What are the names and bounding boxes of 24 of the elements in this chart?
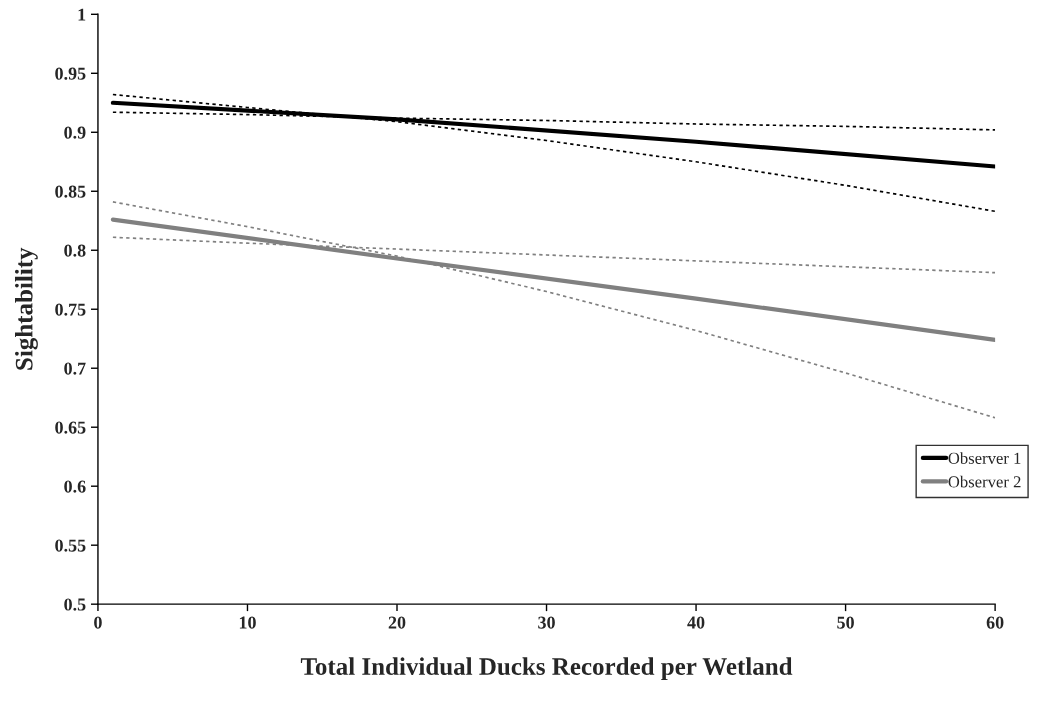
x-tick-label: 40 — [687, 616, 705, 629]
y-tick-label: 0.6 — [64, 480, 86, 493]
y-tick-label: 0.65 — [55, 421, 86, 434]
y-tick-label: 0.5 — [64, 598, 86, 611]
y-tick-label: 0.95 — [55, 67, 86, 80]
legend-label: Observer 2 — [948, 475, 1021, 488]
line-series — [112, 201, 996, 419]
x-tick-label: 10 — [239, 616, 256, 629]
x-tick-label: 50 — [837, 616, 854, 629]
y-tick-label: 0.8 — [64, 244, 86, 257]
y-tick-label: 1 — [78, 8, 86, 21]
y-tick-label: 0.85 — [55, 185, 86, 198]
x-tick-label: 30 — [538, 616, 555, 629]
x-tick-label: 20 — [388, 616, 406, 629]
y-tick-label: 0.55 — [55, 539, 86, 552]
y-tick-label: 0.75 — [55, 303, 86, 316]
x-tick-label: 60 — [986, 616, 1004, 629]
y-tick-label: 0.7 — [64, 362, 86, 375]
x-axis-title: Total Individual Ducks Recorded per Wetland — [300, 657, 793, 681]
x-tick-label: 0 — [94, 616, 102, 629]
legend-label: Observer 1 — [948, 452, 1021, 464]
y-tick-label: 0.9 — [64, 126, 86, 139]
y-axis-title: Sightability — [15, 247, 38, 370]
line-series — [112, 93, 996, 213]
